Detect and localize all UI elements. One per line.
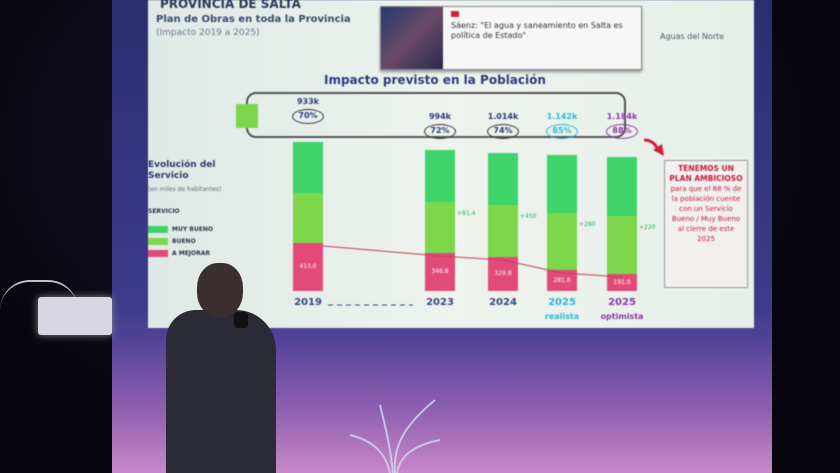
legend-label: A MEJORAR — [172, 250, 211, 257]
population-value: 994k — [428, 112, 452, 121]
legend-label: MUY BUENO — [172, 226, 213, 233]
slide-title: PROVINCIA DE SALTA — [160, 0, 301, 11]
population-value: 1.014k — [487, 112, 519, 121]
bar-segment-bueno — [425, 201, 455, 253]
legend-heading-text: Evolución del Servicio — [148, 160, 216, 181]
slide-period: (Impacto 2019 a 2025) — [156, 28, 260, 38]
presentation-slide: PROVINCIA DE SALTA Plan de Obras en toda… — [148, 0, 754, 328]
trend-line — [322, 245, 623, 306]
bar-segment-bueno — [547, 212, 577, 270]
increment-label: +280 — [579, 220, 596, 228]
year-label: 2024 — [489, 297, 517, 308]
year-label: 2025 — [548, 297, 576, 308]
population-icon — [236, 104, 258, 128]
brand-logo: Aguas del Norte — [660, 32, 725, 41]
news-card: Sáenz: "El agua y saneamiento en Salta e… — [380, 6, 642, 70]
slide-subtitle: Plan de Obras en toda la Provincia — [156, 14, 351, 25]
increment-label: +220 — [639, 223, 656, 231]
increment-label: +81,4 — [457, 209, 476, 217]
microphone-icon — [234, 312, 248, 328]
legend-heading: Evolución del Servicio — [148, 160, 228, 182]
news-headline: Sáenz: "El agua y saneamiento en Salta e… — [451, 21, 623, 40]
population-value: 1.142k — [546, 112, 578, 121]
coverage-percent: 85% — [546, 124, 578, 139]
bar-segment-a-mejorar: 281,8 — [547, 270, 577, 291]
bar-segment-a-mejorar: 413,0 — [293, 243, 323, 291]
presenter-head — [197, 263, 243, 317]
legend-subheading: (en miles de habitantes) — [148, 186, 222, 193]
lamp-arm — [0, 280, 78, 310]
increment-label: +450 — [520, 213, 537, 220]
bar-segment-bueno — [293, 192, 323, 243]
legend-swatch — [148, 250, 168, 257]
bar-segment-muy-bueno — [547, 155, 577, 213]
plant-decoration — [349, 399, 441, 473]
bar-segment-bueno — [488, 205, 518, 257]
callout-body: para que el 88 % de la población cuente … — [670, 185, 742, 243]
bar-segment-a-mejorar: 191,0 — [607, 274, 637, 291]
callout-box: TENEMOS UN PLAN AMBICIOSO para que el 88… — [664, 160, 748, 288]
population-value: 1.184k — [606, 112, 638, 121]
scenario-label: optimista — [600, 312, 644, 321]
bar-segment-a-mejorar: 346,8 — [425, 253, 455, 291]
coverage-percent: 70% — [292, 109, 324, 124]
news-logo-icon — [451, 11, 459, 17]
year-label: 2019 — [294, 297, 322, 308]
bar-segment-muy-bueno — [607, 157, 637, 216]
legend-group: SERVICIO — [148, 208, 180, 215]
scenario-label: realista — [544, 312, 580, 321]
lamp-shade — [38, 297, 112, 335]
legend-swatch — [148, 226, 168, 233]
arrow-icon — [643, 138, 664, 156]
coverage-percent: 88% — [606, 124, 638, 139]
chart-title: Impacto previsto en la Población — [324, 73, 546, 87]
legend-swatch — [148, 238, 168, 245]
bar-segment-muy-bueno — [425, 150, 455, 202]
legend-label: BUENO — [172, 238, 196, 245]
bar-segment-bueno — [607, 215, 637, 274]
callout-heading: TENEMOS UN PLAN AMBICIOSO — [669, 164, 743, 183]
coverage-percent: 74% — [487, 124, 519, 139]
population-value: 933k — [296, 97, 320, 106]
coverage-percent: 72% — [424, 124, 456, 139]
bar-segment-muy-bueno — [488, 153, 518, 205]
year-label: 2023 — [426, 297, 454, 308]
news-photo — [381, 7, 443, 69]
bar-segment-muy-bueno — [293, 142, 323, 193]
year-label: 2025 — [608, 297, 636, 308]
presenter-body — [166, 310, 276, 473]
